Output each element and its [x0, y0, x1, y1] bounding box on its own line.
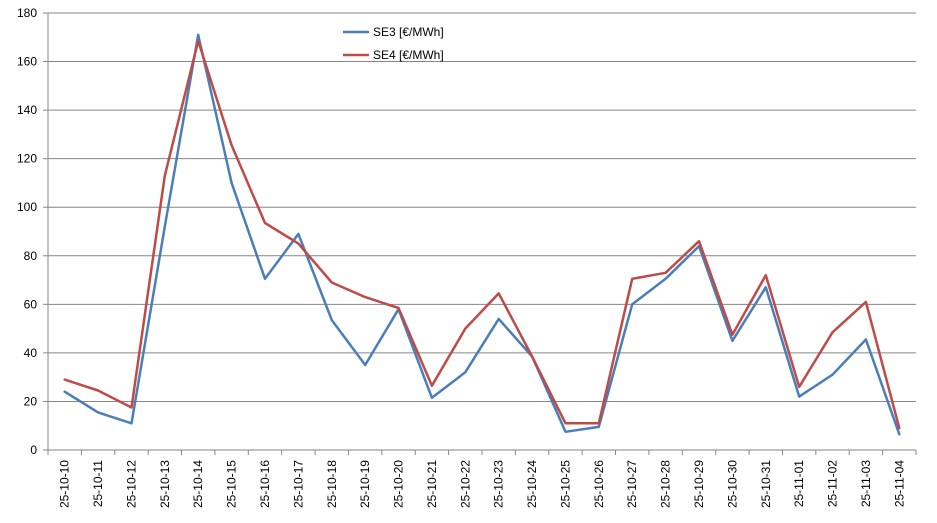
x-tick-label: 25-10-31	[759, 460, 773, 508]
y-tick-label: 100	[17, 200, 37, 214]
x-tick-label: 25-10-10	[58, 460, 72, 508]
x-tick-label: 25-10-14	[191, 460, 205, 508]
x-tick-label: 25-10-16	[258, 460, 272, 508]
x-tick-label: 25-10-21	[425, 460, 439, 508]
x-tick-label: 25-10-19	[358, 460, 372, 508]
gridlines	[48, 12, 916, 402]
x-tick-label: 25-10-25	[558, 460, 572, 508]
x-tick-label: 25-10-12	[124, 460, 138, 508]
y-tick-label: 40	[24, 346, 38, 360]
x-tick-label: 25-10-15	[225, 460, 239, 508]
x-tick-label: 25-11-01	[792, 460, 806, 507]
series-line-se3	[63, 33, 901, 436]
x-tick-label: 25-10-20	[392, 460, 406, 508]
y-axis-ticks: 0 20 40 60 80 100 120 140 160 180	[17, 6, 48, 457]
y-tick-label: 160	[17, 55, 37, 69]
y-tick-label: 0	[30, 443, 37, 457]
series-line-se4	[63, 39, 901, 430]
y-tick-label: 20	[24, 394, 38, 408]
x-tick-label: 25-10-30	[725, 460, 739, 508]
x-tick-label: 25-10-17	[291, 460, 305, 508]
legend-label: SE3 [€/MWh]	[373, 25, 444, 39]
x-tick-label: 25-10-18	[325, 460, 339, 508]
y-tick-label: 60	[24, 297, 38, 311]
y-tick-label: 120	[17, 152, 37, 166]
legend-label: SE4 [€/MWh]	[373, 48, 444, 62]
y-tick-label: 140	[17, 103, 37, 117]
x-tick-label: 25-10-22	[458, 460, 472, 508]
x-tick-label: 25-10-28	[659, 460, 673, 508]
x-tick-label: 25-10-23	[492, 460, 506, 508]
x-tick-label: 25-11-03	[859, 460, 873, 507]
y-tick-label: 80	[24, 249, 38, 263]
x-tick-label: 25-10-26	[592, 460, 606, 508]
x-tick-label: 25-10-13	[158, 460, 172, 508]
x-tick-label: 25-11-02	[826, 460, 840, 507]
x-tick-label: 25-10-24	[525, 460, 539, 508]
x-axis-ticks: 25-10-10 25-10-11 25-10-12 25-10-13 25-10-14…	[47, 450, 917, 508]
series-lines	[63, 33, 901, 436]
legend: SE3 [€/MWh] SE4 [€/MWh]	[343, 25, 444, 62]
x-tick-label: 25-10-27	[625, 460, 639, 508]
x-tick-label: 25-10-11	[91, 460, 105, 507]
y-tick-label: 180	[17, 6, 37, 20]
x-tick-label: 25-10-29	[692, 460, 706, 508]
x-tick-label: 25-11-04	[892, 460, 906, 507]
